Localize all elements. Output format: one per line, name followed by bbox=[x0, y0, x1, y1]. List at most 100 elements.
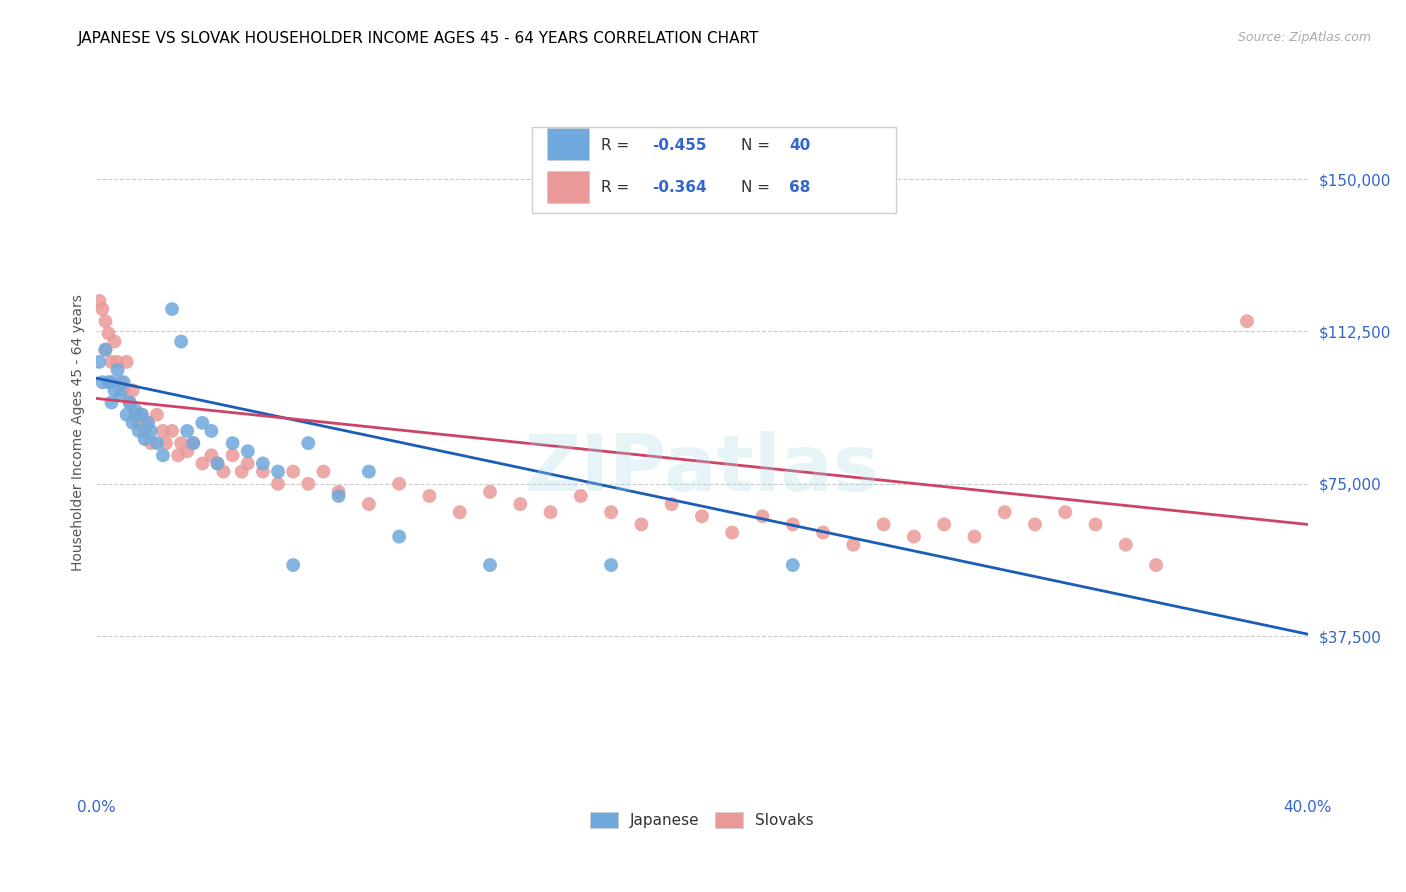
Point bbox=[131, 408, 153, 422]
Point bbox=[112, 375, 135, 389]
Point bbox=[110, 387, 132, 401]
Point bbox=[146, 436, 169, 450]
Point bbox=[103, 384, 125, 398]
Point bbox=[181, 436, 204, 450]
Point bbox=[170, 334, 193, 349]
Point bbox=[963, 530, 986, 544]
Text: -0.455: -0.455 bbox=[652, 137, 707, 153]
Point bbox=[1024, 517, 1046, 532]
Point bbox=[994, 505, 1017, 519]
Point bbox=[176, 424, 198, 438]
Point bbox=[600, 505, 623, 519]
Point bbox=[283, 465, 305, 479]
Point bbox=[267, 465, 290, 479]
Point bbox=[782, 558, 804, 572]
Point bbox=[1115, 538, 1137, 552]
Point bbox=[212, 465, 235, 479]
Point bbox=[357, 465, 380, 479]
Point bbox=[118, 395, 141, 409]
Text: R =: R = bbox=[602, 180, 634, 195]
Point bbox=[125, 408, 148, 422]
Point bbox=[125, 403, 148, 417]
Point bbox=[139, 436, 162, 450]
Point bbox=[89, 293, 111, 308]
Point bbox=[131, 408, 153, 422]
Point bbox=[128, 416, 150, 430]
Point bbox=[267, 476, 290, 491]
Text: ZIPatlas: ZIPatlas bbox=[524, 431, 879, 507]
Point bbox=[121, 416, 143, 430]
Point bbox=[152, 448, 174, 462]
Point bbox=[328, 489, 350, 503]
Point bbox=[252, 465, 274, 479]
Point bbox=[200, 424, 222, 438]
Point bbox=[91, 301, 114, 316]
Point bbox=[160, 424, 183, 438]
Text: Source: ZipAtlas.com: Source: ZipAtlas.com bbox=[1237, 31, 1371, 45]
Point bbox=[136, 416, 159, 430]
Point bbox=[478, 558, 501, 572]
FancyBboxPatch shape bbox=[547, 171, 589, 202]
Point bbox=[297, 476, 319, 491]
Text: N =: N = bbox=[741, 137, 775, 153]
Point bbox=[115, 408, 138, 422]
Point bbox=[418, 489, 440, 503]
Point bbox=[134, 424, 156, 438]
Legend: Japanese, Slovaks: Japanese, Slovaks bbox=[585, 806, 820, 834]
Point bbox=[89, 355, 111, 369]
Point bbox=[388, 530, 411, 544]
Point bbox=[100, 375, 122, 389]
Point bbox=[115, 355, 138, 369]
Point bbox=[1236, 314, 1258, 328]
Text: -0.364: -0.364 bbox=[652, 180, 707, 195]
Point bbox=[221, 448, 243, 462]
Point bbox=[181, 436, 204, 450]
Point bbox=[134, 432, 156, 446]
Point bbox=[751, 509, 773, 524]
Point bbox=[842, 538, 865, 552]
Point bbox=[630, 517, 652, 532]
Point bbox=[509, 497, 531, 511]
Point bbox=[191, 457, 214, 471]
Point bbox=[1054, 505, 1077, 519]
Text: R =: R = bbox=[602, 137, 634, 153]
Point bbox=[478, 484, 501, 499]
Point bbox=[312, 465, 335, 479]
Point bbox=[934, 517, 956, 532]
Point bbox=[600, 558, 623, 572]
Point bbox=[903, 530, 925, 544]
Point bbox=[97, 326, 120, 341]
Point bbox=[236, 457, 259, 471]
Text: N =: N = bbox=[741, 180, 775, 195]
Point bbox=[721, 525, 744, 540]
Point bbox=[200, 448, 222, 462]
Point bbox=[328, 484, 350, 499]
Point bbox=[94, 314, 117, 328]
Point bbox=[388, 476, 411, 491]
Text: 40: 40 bbox=[789, 137, 810, 153]
Point bbox=[167, 448, 190, 462]
Point bbox=[231, 465, 253, 479]
Point bbox=[690, 509, 713, 524]
Point bbox=[118, 395, 141, 409]
FancyBboxPatch shape bbox=[533, 128, 896, 212]
Point bbox=[103, 334, 125, 349]
Point bbox=[94, 343, 117, 357]
Point bbox=[128, 424, 150, 438]
Point bbox=[107, 363, 129, 377]
Point bbox=[449, 505, 471, 519]
Text: JAPANESE VS SLOVAK HOUSEHOLDER INCOME AGES 45 - 64 YEARS CORRELATION CHART: JAPANESE VS SLOVAK HOUSEHOLDER INCOME AG… bbox=[77, 31, 759, 46]
Point bbox=[107, 355, 129, 369]
Point bbox=[152, 424, 174, 438]
Point bbox=[283, 558, 305, 572]
Point bbox=[110, 375, 132, 389]
Text: 68: 68 bbox=[789, 180, 810, 195]
Point bbox=[661, 497, 683, 511]
Point bbox=[176, 444, 198, 458]
Point bbox=[252, 457, 274, 471]
Point bbox=[236, 444, 259, 458]
Point bbox=[207, 457, 229, 471]
Point bbox=[170, 436, 193, 450]
Point bbox=[121, 384, 143, 398]
Point bbox=[540, 505, 562, 519]
